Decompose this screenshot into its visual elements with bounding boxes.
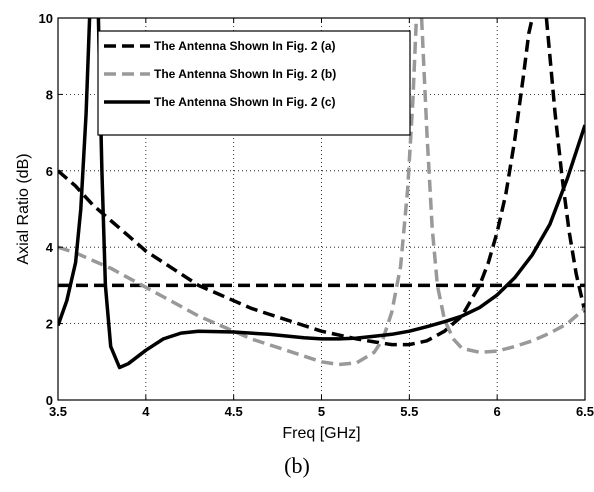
y-axis-label: Axial Ratio (dB) — [15, 153, 32, 264]
axes — [57, 17, 586, 401]
x-tick-label: 4.5 — [225, 404, 243, 419]
x-tick-label: 6 — [494, 404, 501, 419]
y-tick-label: 8 — [46, 87, 53, 102]
series-line-3 — [419, 18, 585, 355]
x-tick-label: 5.5 — [400, 404, 418, 419]
y-tick-label: 10 — [39, 11, 53, 26]
series-line-2 — [58, 18, 419, 367]
x-tick-label: 3.5 — [49, 404, 67, 419]
series-line-4 — [58, 18, 92, 327]
legend: The Antenna Shown In Fig. 2 (a) The Anten… — [97, 30, 411, 136]
x-axis-label: Freq [GHz] — [282, 425, 360, 442]
x-tick-label: 5 — [318, 404, 325, 419]
y-tick-label: 6 — [46, 164, 53, 179]
series-line-0 — [58, 18, 535, 347]
legend-box — [97, 30, 411, 136]
legend-label: The Antenna Shown In Fig. 2 (c) — [154, 95, 336, 109]
legend-label: The Antenna Shown In Fig. 2 (b) — [154, 67, 336, 81]
y-tick-label: 4 — [46, 240, 54, 255]
x-tick-label: 4 — [142, 404, 150, 419]
series-line-5 — [96, 18, 585, 370]
series-line-1 — [544, 18, 585, 313]
x-tick-label: 6.5 — [576, 404, 594, 419]
figure-caption: (b) — [284, 453, 310, 478]
y-tick-label: 0 — [46, 393, 53, 408]
legend-label: The Antenna Shown In Fig. 2 (a) — [154, 39, 336, 53]
series-layer — [58, 18, 585, 370]
tick-labels: 3.5 4 4.5 5 5.5 6 6.5 0 2 4 6 8 10 — [39, 11, 594, 419]
y-tick-label: 2 — [46, 317, 53, 332]
